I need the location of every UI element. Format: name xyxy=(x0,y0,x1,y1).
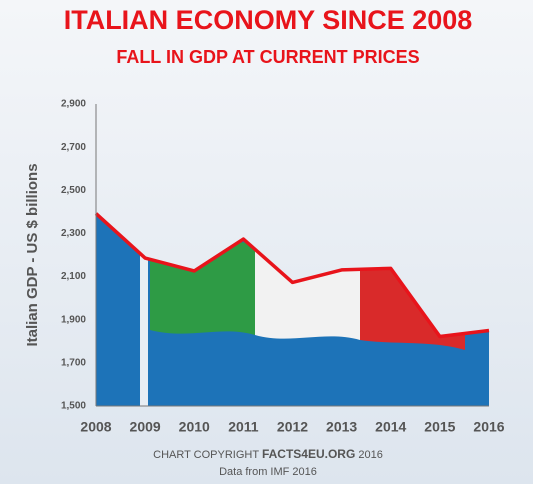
source: Data from IMF 2016 xyxy=(219,466,317,478)
x-tick-label: 2016 xyxy=(473,419,504,435)
y-tick-label: 2,700 xyxy=(61,142,86,153)
footer-part: 2016 xyxy=(358,449,382,461)
y-tick-label: 2,900 xyxy=(61,99,86,110)
y-tick-label: 1,900 xyxy=(61,314,86,325)
chart-subtitle: FALL IN GDP AT CURRENT PRICES xyxy=(116,47,419,67)
line xyxy=(94,212,490,339)
x-tick-label: 2008 xyxy=(80,419,111,435)
flag-pole xyxy=(140,240,148,406)
y-tick-label: 2,500 xyxy=(61,185,86,196)
y-tick-label: 1,500 xyxy=(61,401,86,412)
y-axis-label: Italian GDP - US $ billions xyxy=(24,163,41,346)
footer: CHART COPYRIGHT FACTS4EU.ORG 2016 xyxy=(153,447,383,461)
x-tick-label: 2009 xyxy=(130,419,161,435)
y-tick-label: 2,100 xyxy=(61,271,86,282)
x-tick-label: 2011 xyxy=(228,419,259,435)
x-tick-label: 2015 xyxy=(424,419,455,435)
x-tick-label: 2013 xyxy=(326,419,357,435)
y-tick-label: 1,700 xyxy=(61,357,86,368)
x-tick-label: 2010 xyxy=(179,419,210,435)
x-tick-label: 2014 xyxy=(375,419,406,435)
footer-part: CHART COPYRIGHT xyxy=(153,449,259,461)
chart-title: ITALIAN ECONOMY SINCE 2008 xyxy=(64,5,473,35)
x-tick-label: 2012 xyxy=(277,419,308,435)
y-tick-label: 2,300 xyxy=(61,228,86,239)
line-layer xyxy=(94,212,490,339)
footer-part: FACTS4EU.ORG xyxy=(262,447,355,461)
